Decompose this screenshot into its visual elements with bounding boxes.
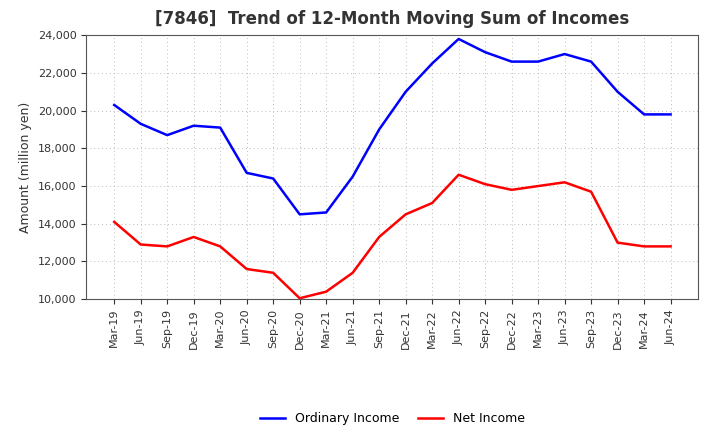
Net Income <box>136 242 145 247</box>
Legend: Ordinary Income, Net Income: Ordinary Income, Net Income <box>255 407 530 430</box>
Ordinary Income <box>666 112 675 117</box>
Net Income <box>428 200 436 205</box>
Net Income <box>269 270 277 275</box>
Net Income <box>560 180 569 185</box>
Net Income <box>640 244 649 249</box>
Ordinary Income <box>375 127 384 132</box>
Ordinary Income <box>110 103 119 108</box>
Net Income <box>243 266 251 271</box>
Net Income <box>110 219 119 224</box>
Ordinary Income <box>216 125 225 130</box>
Ordinary Income <box>348 174 357 179</box>
Net Income <box>295 296 304 301</box>
Net Income <box>348 270 357 275</box>
Net Income <box>587 189 595 194</box>
Net Income <box>508 187 516 192</box>
Ordinary Income <box>295 212 304 217</box>
Ordinary Income <box>587 59 595 64</box>
Ordinary Income <box>428 61 436 66</box>
Net Income <box>534 183 542 189</box>
Ordinary Income <box>401 89 410 95</box>
Net Income <box>613 240 622 245</box>
Title: [7846]  Trend of 12-Month Moving Sum of Incomes: [7846] Trend of 12-Month Moving Sum of I… <box>156 10 629 28</box>
Ordinary Income <box>481 50 490 55</box>
Net Income <box>454 172 463 177</box>
Net Income <box>216 244 225 249</box>
Net Income <box>481 182 490 187</box>
Ordinary Income <box>613 89 622 95</box>
Net Income <box>322 289 330 294</box>
Net Income <box>189 235 198 240</box>
Ordinary Income <box>163 132 171 138</box>
Ordinary Income <box>534 59 542 64</box>
Net Income <box>666 244 675 249</box>
Ordinary Income <box>454 37 463 42</box>
Ordinary Income <box>243 170 251 176</box>
Ordinary Income <box>269 176 277 181</box>
Net Income <box>401 212 410 217</box>
Ordinary Income <box>136 121 145 126</box>
Ordinary Income <box>560 51 569 57</box>
Line: Ordinary Income: Ordinary Income <box>114 39 670 214</box>
Ordinary Income <box>640 112 649 117</box>
Net Income <box>375 235 384 240</box>
Ordinary Income <box>189 123 198 128</box>
Line: Net Income: Net Income <box>114 175 670 298</box>
Y-axis label: Amount (million yen): Amount (million yen) <box>19 102 32 233</box>
Ordinary Income <box>508 59 516 64</box>
Net Income <box>163 244 171 249</box>
Ordinary Income <box>322 210 330 215</box>
